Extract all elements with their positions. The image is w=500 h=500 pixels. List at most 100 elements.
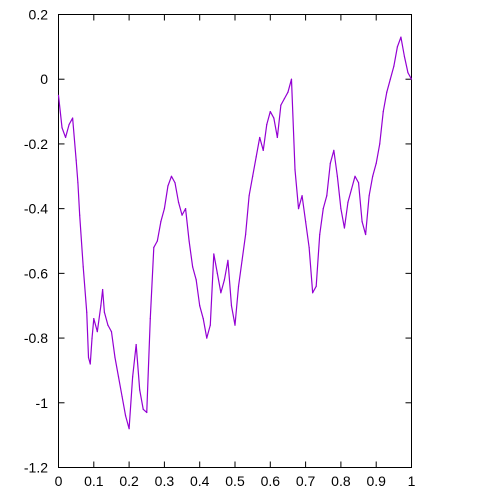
- y-tick-label: 0.2: [29, 7, 49, 23]
- data-point: [241, 259, 243, 262]
- x-tick-label: 0.7: [296, 473, 316, 489]
- data-point: [259, 136, 261, 139]
- data-point: [357, 182, 360, 184]
- data-point: [336, 175, 338, 177]
- y-tick-label: -0.2: [24, 136, 48, 152]
- data-point: [139, 389, 141, 391]
- x-tick-label: 0.1: [84, 473, 104, 489]
- data-point: [132, 376, 134, 378]
- data-point: [223, 279, 226, 281]
- data-point: [244, 233, 247, 236]
- data-point: [149, 318, 151, 320]
- data-point: [354, 175, 356, 177]
- data-point: [153, 246, 155, 249]
- data-point: [91, 337, 93, 339]
- data-point: [396, 46, 398, 48]
- data-point: [410, 78, 413, 80]
- data-point: [379, 143, 381, 145]
- x-tick-label: 0.4: [190, 473, 210, 489]
- data-point: [237, 285, 240, 287]
- data-point: [96, 331, 98, 333]
- y-tick-label: -1: [36, 395, 49, 411]
- plot-frame: [58, 14, 412, 468]
- y-tick-label: -0.4: [24, 201, 48, 217]
- series-line-0: [57, 36, 413, 430]
- data-point: [308, 246, 310, 249]
- data-point: [142, 408, 144, 410]
- data-point: [262, 149, 264, 151]
- data-point: [393, 65, 395, 67]
- data-point: [100, 305, 102, 307]
- data-point: [350, 188, 353, 190]
- data-point: [294, 169, 296, 171]
- data-point: [110, 331, 113, 333]
- data-point: [287, 91, 289, 93]
- data-point: [389, 78, 391, 80]
- data-point: [403, 55, 406, 58]
- data-point: [382, 110, 384, 113]
- data-point: [167, 185, 169, 187]
- data-point: [347, 201, 349, 203]
- data-point: [266, 123, 268, 126]
- data-point: [89, 363, 91, 365]
- data-point: [79, 214, 81, 216]
- data-point: [234, 324, 236, 326]
- data-point: [117, 376, 120, 378]
- data-point: [220, 292, 222, 294]
- data-point: [315, 285, 317, 287]
- data-point: [343, 227, 346, 229]
- data-point: [319, 233, 321, 236]
- data-point: [297, 208, 300, 210]
- y-tick-label: -0.8: [24, 330, 48, 346]
- data-point: [290, 78, 293, 80]
- data-point: [135, 343, 137, 346]
- data-point: [255, 156, 257, 158]
- data-point: [322, 208, 324, 210]
- data-point: [312, 292, 314, 294]
- data-point: [326, 195, 328, 197]
- data-point: [68, 123, 70, 126]
- data-point: [301, 195, 303, 197]
- data-point: [82, 266, 84, 268]
- data-point: [72, 117, 74, 119]
- data-point: [188, 240, 190, 242]
- x-tick-label: 0.5: [225, 473, 245, 489]
- data-point: [305, 220, 307, 223]
- data-point: [216, 272, 218, 274]
- data-point: [333, 149, 335, 151]
- tick-marks: [58, 14, 412, 468]
- data-point: [213, 253, 215, 255]
- data-point: [121, 395, 123, 397]
- data-point: [365, 233, 367, 236]
- x-tick-label: 0.2: [119, 473, 139, 489]
- data-point: [160, 220, 162, 223]
- data-point: [177, 201, 180, 203]
- y-tick-label: 0: [40, 71, 48, 87]
- data-point: [156, 240, 158, 242]
- data-point: [400, 36, 402, 38]
- data-point: [61, 127, 63, 129]
- data-point: [174, 182, 176, 184]
- data-point: [128, 428, 130, 430]
- data-point: [276, 136, 278, 139]
- data-point: [107, 324, 109, 326]
- data-point: [163, 208, 165, 210]
- x-tick-label: 0: [55, 473, 63, 489]
- data-point: [124, 415, 127, 417]
- data-point: [372, 175, 374, 177]
- data-point: [209, 324, 211, 326]
- data-point: [102, 288, 104, 291]
- data-point: [273, 117, 275, 119]
- data-point: [340, 208, 342, 210]
- y-tick-label: -0.6: [24, 265, 48, 281]
- data-point: [184, 208, 187, 210]
- data-point: [86, 311, 88, 313]
- series-lines: [57, 36, 413, 430]
- data-point: [329, 162, 331, 164]
- data-point: [252, 175, 254, 177]
- data-point: [227, 259, 229, 262]
- data-point: [192, 266, 194, 268]
- x-tick-label: 0.3: [155, 473, 175, 489]
- data-point: [283, 98, 286, 100]
